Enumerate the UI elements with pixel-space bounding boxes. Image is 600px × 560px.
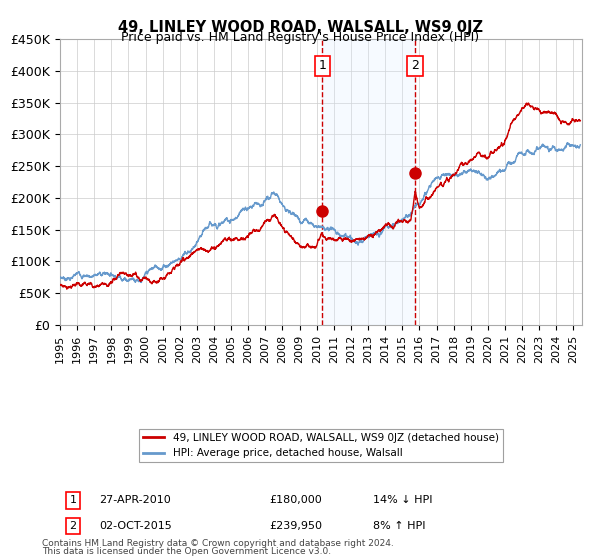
Text: 1: 1 — [318, 59, 326, 72]
Text: 14% ↓ HPI: 14% ↓ HPI — [373, 496, 433, 506]
Legend: 49, LINLEY WOOD ROAD, WALSALL, WS9 0JZ (detached house), HPI: Average price, det: 49, LINLEY WOOD ROAD, WALSALL, WS9 0JZ (… — [139, 429, 503, 463]
Text: 02-OCT-2015: 02-OCT-2015 — [99, 521, 172, 531]
Text: £239,950: £239,950 — [269, 521, 322, 531]
Text: Price paid vs. HM Land Registry's House Price Index (HPI): Price paid vs. HM Land Registry's House … — [121, 31, 479, 44]
Text: 27-APR-2010: 27-APR-2010 — [99, 496, 171, 506]
Text: 8% ↑ HPI: 8% ↑ HPI — [373, 521, 426, 531]
Text: This data is licensed under the Open Government Licence v3.0.: This data is licensed under the Open Gov… — [42, 547, 331, 556]
Text: 49, LINLEY WOOD ROAD, WALSALL, WS9 0JZ: 49, LINLEY WOOD ROAD, WALSALL, WS9 0JZ — [118, 20, 482, 35]
Text: 1: 1 — [70, 496, 77, 506]
Text: Contains HM Land Registry data © Crown copyright and database right 2024.: Contains HM Land Registry data © Crown c… — [42, 539, 394, 548]
Text: 2: 2 — [411, 59, 419, 72]
Text: £180,000: £180,000 — [269, 496, 322, 506]
Text: 2: 2 — [70, 521, 77, 531]
Bar — [322, 39, 415, 325]
